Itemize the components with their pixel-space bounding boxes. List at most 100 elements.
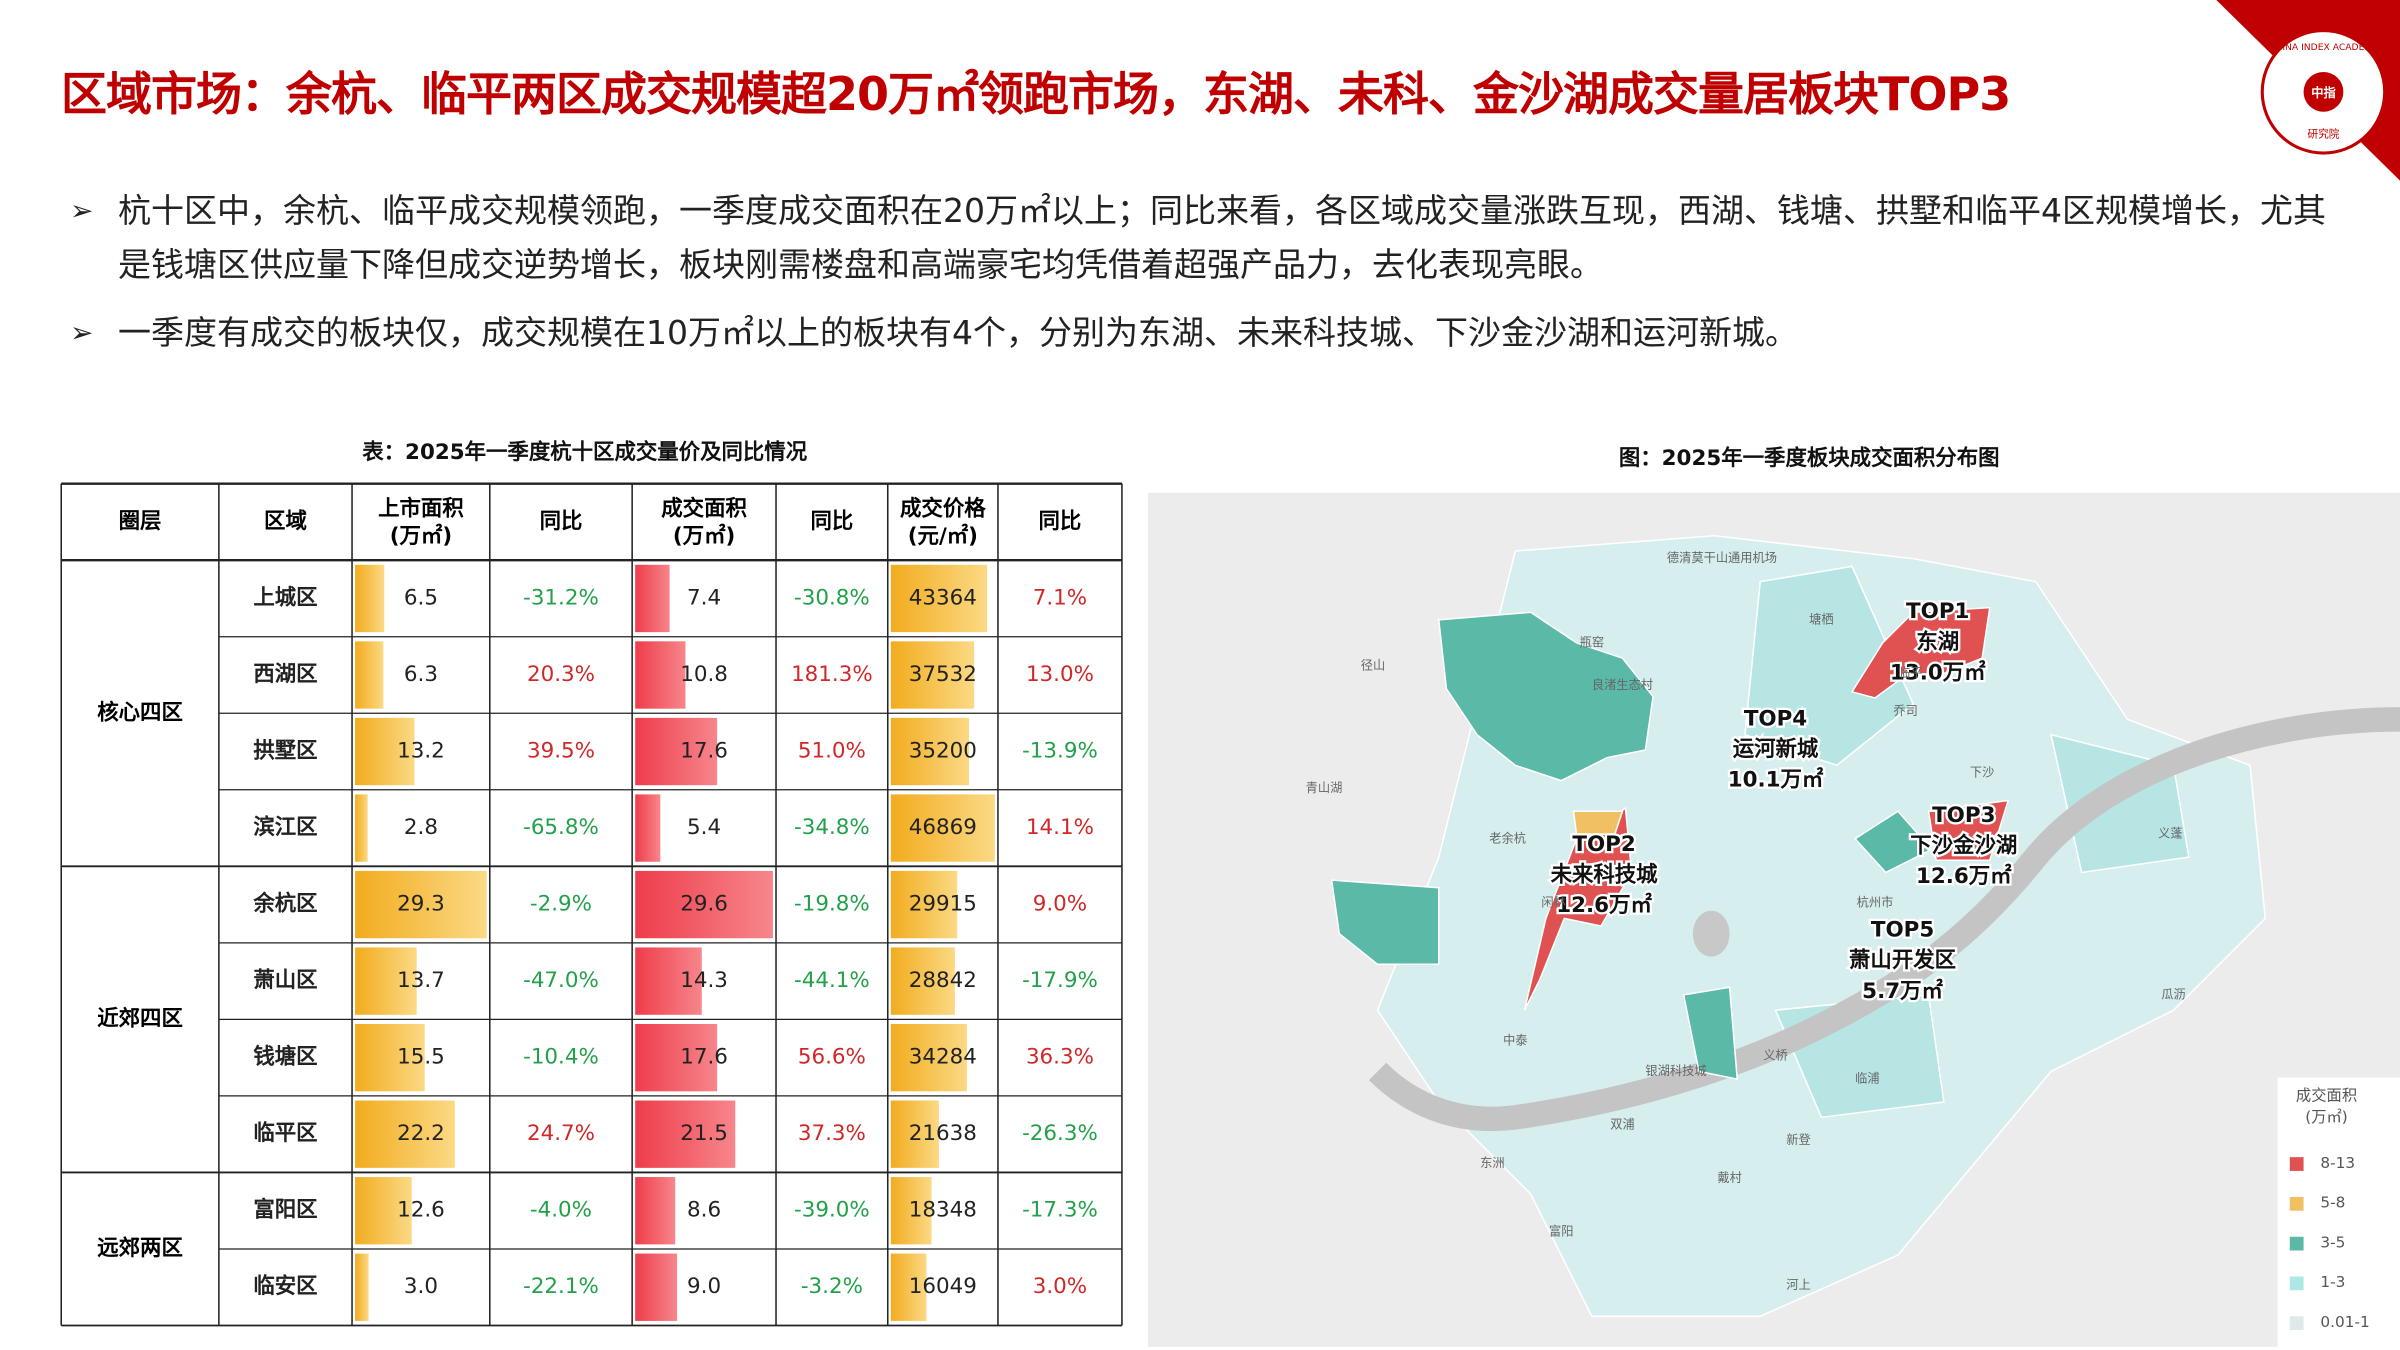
top-label: 未来科技城	[1551, 862, 1659, 888]
table-cell: -17.3%	[1022, 1198, 1098, 1223]
table-cell: -65.8%	[523, 815, 599, 840]
data-bar	[890, 1253, 927, 1321]
table-cell: -39.0%	[794, 1198, 870, 1223]
place-label: 瓶窑	[1580, 634, 1604, 649]
table-cell: 43364	[909, 585, 977, 610]
data-bar	[635, 1253, 678, 1321]
data-bar	[355, 794, 368, 862]
column-header: 同比	[540, 509, 583, 534]
group-label: 核心四区	[97, 699, 183, 725]
table-cell: 46869	[909, 815, 977, 840]
place-label: 戴村	[1717, 1170, 1741, 1185]
top-label: 运河新城	[1733, 736, 1819, 762]
table-cell: 7.4	[687, 585, 721, 610]
data-bar	[635, 947, 702, 1015]
table-cell: 拱墅区	[253, 739, 317, 764]
table-cell: -3.2%	[801, 1274, 863, 1299]
place-label: 下沙	[1970, 765, 1994, 779]
table-cell: 13.7	[397, 968, 445, 993]
table-cell: 14.1%	[1026, 815, 1094, 840]
table-cell: 9.0	[687, 1274, 721, 1299]
table-cell: 24.7%	[527, 1121, 595, 1146]
data-bar	[890, 870, 958, 939]
table-cell: 13.2	[397, 739, 445, 764]
place-label: 富阳	[1549, 1224, 1573, 1239]
table-cell: -47.0%	[523, 968, 599, 993]
legend-title: 成交面积	[2296, 1086, 2357, 1104]
place-label: 新登	[1786, 1132, 1810, 1147]
page-title: 区域市场：余杭、临平两区成交规模超20万㎡领跑市场，东湖、未科、金沙湖成交量居板…	[61, 67, 2011, 121]
data-bar	[890, 947, 955, 1015]
place-label: 良渚生态村	[1592, 677, 1653, 692]
legend-label: 1-3	[2320, 1273, 2345, 1291]
legend-swatch	[2289, 1196, 2304, 1211]
place-label: 德清莫干山通用机场	[1667, 550, 1777, 565]
table-cell: 13.0%	[1026, 662, 1094, 687]
top-label: 12.6万㎡	[1556, 892, 1652, 918]
column-header: 同比	[1039, 509, 1082, 534]
data-bar	[890, 564, 988, 633]
table-cell: 7.1%	[1033, 585, 1087, 610]
bullet: 杭十区中，余杭、临平成交规模领跑，一季度成交面积在20万㎡以上；同比来看，各区域…	[70, 184, 2338, 292]
map: TOP1 东湖 13.0万㎡ TOP2 未来科技城 12.6万㎡ TOP3 下沙金沙湖 12.6…	[1147, 492, 2400, 1347]
data-bar	[635, 641, 686, 709]
logo-mark: 中指	[2311, 85, 2335, 100]
table-cell: 35200	[909, 739, 977, 764]
table-cell: -30.8%	[794, 585, 870, 610]
table-cell: 22.2	[397, 1121, 445, 1146]
table-cell: 6.3	[404, 662, 438, 687]
data-bar	[355, 717, 415, 786]
top-label: 5.7万㎡	[1862, 978, 1943, 1004]
place-label: 临平	[1898, 666, 1922, 680]
table-cell: -34.8%	[794, 815, 870, 840]
table-cell: 18348	[909, 1198, 977, 1223]
table-cell: 萧山区	[253, 968, 317, 993]
table-cell: 14.3	[680, 968, 728, 993]
table-cell: 16049	[909, 1274, 977, 1299]
table-cell: -10.4%	[523, 1045, 599, 1070]
data-bar	[890, 1100, 939, 1168]
table-cell: 2.8	[404, 815, 438, 840]
table-cell: -17.9%	[1022, 968, 1098, 993]
table-cell: 3.0%	[1033, 1274, 1087, 1299]
place-label: 青山湖	[1306, 780, 1343, 795]
table-cell: 西湖区	[253, 662, 317, 687]
data-bar	[635, 1023, 718, 1092]
top-label: TOP1	[1906, 599, 1969, 624]
table-cell: 余杭区	[252, 891, 317, 917]
place-label: 瓜沥	[2161, 987, 2185, 1001]
table-cell: 39.5%	[527, 739, 595, 764]
data-bar	[355, 1023, 425, 1092]
table-cell: -13.9%	[1022, 739, 1098, 764]
table-cell: -26.3%	[1022, 1121, 1098, 1146]
legend-swatch	[2289, 1316, 2304, 1331]
table-cell: 37.3%	[798, 1121, 866, 1146]
data-bar	[890, 1177, 932, 1245]
top-label: TOP3	[1932, 803, 1995, 828]
legend-swatch	[2289, 1276, 2304, 1291]
table-cell: 滨江区	[253, 814, 317, 840]
table-cell: 6.5	[404, 585, 438, 610]
place-label: 义桥	[1763, 1049, 1787, 1063]
top-label: TOP2	[1572, 832, 1635, 857]
top-label: TOP5	[1871, 918, 1934, 943]
table-cell: 34284	[909, 1045, 977, 1070]
column-header: 上市面积	[378, 496, 464, 522]
bullet: 一季度有成交的板块仅，成交规模在10万㎡以上的板块有4个，分别为东湖、未来科技城…	[70, 306, 2338, 360]
data-bar	[355, 1100, 455, 1168]
table-cell: -22.1%	[523, 1274, 599, 1299]
data-bar	[355, 1253, 369, 1321]
legend-label: 3-5	[2320, 1233, 2345, 1251]
table-cell: 富阳区	[253, 1197, 317, 1223]
place-label: 河上	[1786, 1278, 1810, 1292]
column-header: (万㎡)	[673, 523, 735, 549]
table-cell: 5.4	[687, 815, 721, 840]
legend-title: (万㎡)	[2305, 1108, 2348, 1126]
table-title: 表：2025年一季度杭十区成交量价及同比情况	[362, 439, 807, 465]
table-cell: 17.6	[680, 1045, 728, 1070]
table-cell: 17.6	[680, 739, 728, 764]
table-cell: -2.9%	[530, 892, 592, 917]
table-cell: 28842	[909, 968, 977, 993]
table-cell: 临平区	[253, 1120, 317, 1146]
table-cell: 56.6%	[798, 1045, 866, 1070]
